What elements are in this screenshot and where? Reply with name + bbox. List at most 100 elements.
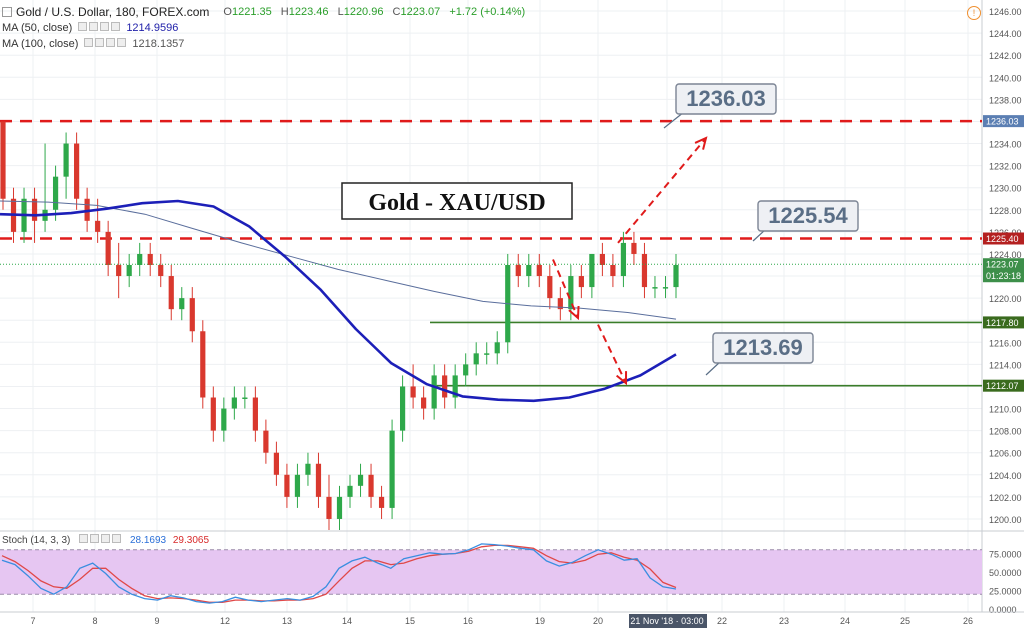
- stoch-title: Stoch (14, 3, 3): [2, 535, 71, 546]
- y-tick-label: 1240.00: [989, 73, 1022, 83]
- y-tick-label: 1220.00: [989, 294, 1022, 304]
- candle-body: [547, 276, 553, 299]
- callout-1236: 1236.03: [686, 86, 766, 111]
- candle-body: [620, 242, 627, 277]
- stoch-tick-label: 25.0000: [989, 587, 1022, 597]
- y-tick-label: 1234.00: [989, 140, 1022, 150]
- stoch-legend[interactable]: Stoch (14, 3, 3) 28.1693 29.3065: [2, 534, 209, 546]
- candle-body: [484, 353, 490, 355]
- bearish-projection-arrow-2: [597, 324, 627, 384]
- stoch-k-line: [1, 543, 677, 604]
- bearish-projection-arrow-1: [552, 259, 579, 319]
- y-tick-label: 1202.00: [989, 493, 1022, 503]
- stoch-tick-label: 75.0000: [989, 550, 1022, 560]
- candle-body: [399, 386, 406, 431]
- candle-body: [536, 265, 542, 277]
- x-tick-label: 20: [593, 616, 603, 626]
- ma100-label: MA (100, close): [2, 38, 79, 50]
- eye-icon: [78, 22, 88, 31]
- candle-body: [463, 364, 469, 376]
- candle-body: [63, 143, 69, 177]
- candle-body: [473, 353, 479, 365]
- ma100-legend[interactable]: MA (100, close) 1218.1357: [2, 38, 184, 50]
- stoch-d-value: 29.3065: [172, 535, 210, 546]
- candle-body: [0, 121, 6, 199]
- bearish-projection-arrow-1-head: [568, 305, 580, 321]
- ma50-label: MA (50, close): [2, 22, 73, 34]
- bullish-projection-arrow-head: [694, 136, 708, 150]
- candle-body: [641, 253, 648, 288]
- x-tick-label: 23: [779, 616, 789, 626]
- close-icon: [106, 38, 116, 47]
- candle-body: [526, 265, 532, 277]
- candle-body: [168, 276, 174, 310]
- y-tick-label: 1244.00: [989, 29, 1022, 39]
- bullish-projection-arrow: [617, 137, 707, 244]
- candle-body: [494, 342, 500, 354]
- ma50-legend[interactable]: MA (50, close) 1214.9596: [2, 22, 178, 34]
- y-tick-label: 1216.00: [989, 338, 1022, 348]
- x-tick-label: 7: [30, 616, 35, 626]
- callout-1225: 1225.54: [768, 203, 848, 228]
- x-tick-label: 24: [840, 616, 850, 626]
- candle-body: [137, 253, 143, 265]
- last-price-tag: [983, 258, 1024, 283]
- chart-legend: Gold / U.S. Dollar, 180, FOREX.com O1221…: [0, 0, 980, 60]
- ma100-line: [0, 200, 677, 320]
- candle-body: [210, 397, 216, 431]
- stoch-tick-label: 50.0000: [989, 568, 1022, 578]
- ohlc-values: O1221.35 H1223.46 L1220.96 C1223.07 +1.7…: [223, 6, 526, 18]
- stoch-d-line: [1, 544, 677, 603]
- gear-icon: [89, 22, 99, 31]
- open-value: 1221.35: [231, 6, 272, 18]
- x-tick-label: 19: [535, 616, 545, 626]
- candle-body: [389, 430, 395, 508]
- candle-body: [158, 265, 164, 277]
- candle-body: [652, 287, 658, 289]
- y-tick-label: 1224.00: [989, 250, 1022, 260]
- close-value: 1223.07: [400, 6, 441, 18]
- candle-body: [189, 298, 195, 332]
- ma100-value: 1218.1357: [132, 38, 185, 50]
- x-tick-label: 21 Nov '18 · 03:00: [630, 616, 703, 626]
- candle-body: [326, 496, 332, 519]
- x-tick-label: 26: [963, 616, 973, 626]
- bearish-projection-arrow-2-head: [616, 371, 628, 386]
- y-tick-label: 1206.00: [989, 449, 1022, 459]
- x-tick-label: 14: [342, 616, 352, 626]
- y-tick-label: 1246.00: [989, 7, 1022, 17]
- candle-body: [242, 397, 248, 399]
- candle-body: [442, 375, 448, 398]
- candle-body: [347, 485, 353, 497]
- chart-title: Gold - XAU/USD: [368, 190, 545, 216]
- x-tick-label: 16: [463, 616, 473, 626]
- y-tick-label: 1228.00: [989, 206, 1022, 216]
- candle-body: [84, 198, 90, 221]
- level-price-tag: [983, 115, 1024, 128]
- candle-body: [357, 474, 364, 486]
- candle-body: [368, 474, 374, 497]
- candle-body: [252, 397, 258, 431]
- candle-body: [263, 430, 269, 453]
- ma100-settings-icons[interactable]: [84, 38, 128, 50]
- x-tick-label: 9: [154, 616, 159, 626]
- callout-1213-box: [712, 332, 814, 364]
- candle-body: [221, 408, 227, 431]
- close-icon: [100, 22, 110, 31]
- candle-body: [273, 452, 280, 475]
- crosshair-date-tag: [629, 614, 707, 628]
- candle-body: [421, 397, 427, 409]
- alert-icon[interactable]: !: [967, 6, 981, 20]
- x-tick-label: 8: [92, 616, 97, 626]
- callout-1213: 1213.69: [723, 335, 803, 360]
- x-tick-label: 13: [282, 616, 292, 626]
- candle-body: [557, 298, 563, 310]
- symbol-title[interactable]: Gold / U.S. Dollar, 180, FOREX.com: [16, 5, 210, 19]
- x-tick-label: 12: [220, 616, 230, 626]
- y-tick-label: 1208.00: [989, 427, 1022, 437]
- ma50-settings-icons[interactable]: [78, 22, 122, 34]
- last-price-label: 1223.07: [986, 260, 1019, 270]
- candle-body: [515, 265, 521, 277]
